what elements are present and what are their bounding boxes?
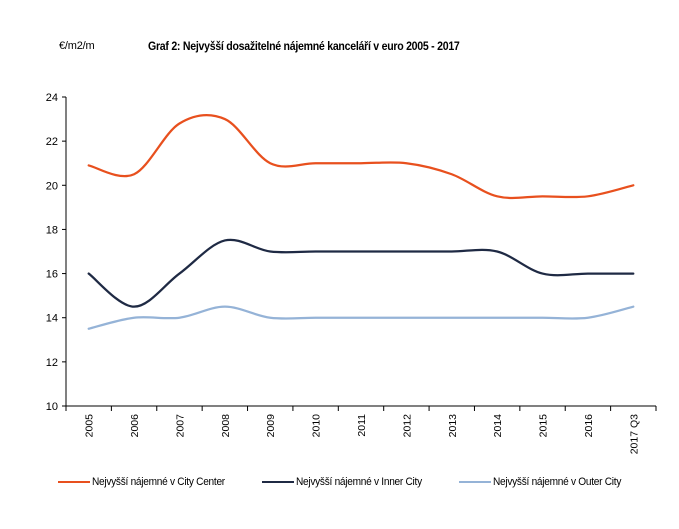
y-tick-label: 22 xyxy=(46,136,58,148)
x-tick-label: 2005 xyxy=(84,414,96,438)
legend-label-inner-city: Nejvyšší nájemné v Inner City xyxy=(296,476,422,488)
x-tick-label: 2009 xyxy=(265,414,277,438)
x-tick-label: 2013 xyxy=(447,414,459,438)
legend: Nejvyšší nájemné v City Center Nejvyšší … xyxy=(0,476,679,492)
y-axis-unit-label: €/m2/m xyxy=(59,40,95,52)
x-tick-label: 2006 xyxy=(129,414,141,438)
legend-item-outer-city: Nejvyšší nájemné v Outer City xyxy=(459,476,632,488)
legend-item-city-center: Nejvyšší nájemné v City Center xyxy=(58,476,236,488)
x-tick-label: 2016 xyxy=(583,414,595,438)
y-axis: 10 12 14 16 18 20 22 24 xyxy=(46,92,67,413)
x-tick-label: 2015 xyxy=(538,414,550,438)
series-line-outer-city xyxy=(87,305,635,330)
y-tick-label: 18 xyxy=(46,224,58,236)
x-tick-label: 2011 xyxy=(356,414,368,437)
y-tick-label: 24 xyxy=(46,92,58,104)
x-tick-label: 2012 xyxy=(401,414,413,438)
y-tick-label: 14 xyxy=(46,313,58,325)
legend-item-inner-city: Nejvyšší nájemné v Inner City xyxy=(262,476,433,488)
x-tick-label: 2014 xyxy=(492,414,504,438)
series-line-inner-city xyxy=(87,238,635,308)
series-line-city-center xyxy=(87,114,635,200)
legend-swatch-inner-city xyxy=(262,481,294,483)
legend-label-city-center: Nejvyšší nájemné v City Center xyxy=(92,476,225,488)
y-tick-label: 12 xyxy=(46,357,58,369)
x-axis: 2005 2006 2007 2008 2009 2010 2011 2012 2013 2014… xyxy=(65,405,657,454)
series-layer xyxy=(87,114,635,330)
y-tick-label: 10 xyxy=(46,401,58,413)
legend-swatch-outer-city xyxy=(459,481,491,483)
chart-title: Graf 2: Nejvyšší dosažitelné nájemné kan… xyxy=(148,39,460,53)
legend-label-outer-city: Nejvyšší nájemné v Outer City xyxy=(493,476,622,488)
y-tick-label: 20 xyxy=(46,180,58,192)
x-tick-label: 2008 xyxy=(220,414,232,438)
y-tick-label: 16 xyxy=(46,269,58,281)
x-tick-label: 2007 xyxy=(174,414,186,438)
legend-swatch-city-center xyxy=(58,481,90,483)
x-tick-label: 2010 xyxy=(311,414,323,438)
x-tick-label: 2017 Q3 xyxy=(628,414,640,454)
